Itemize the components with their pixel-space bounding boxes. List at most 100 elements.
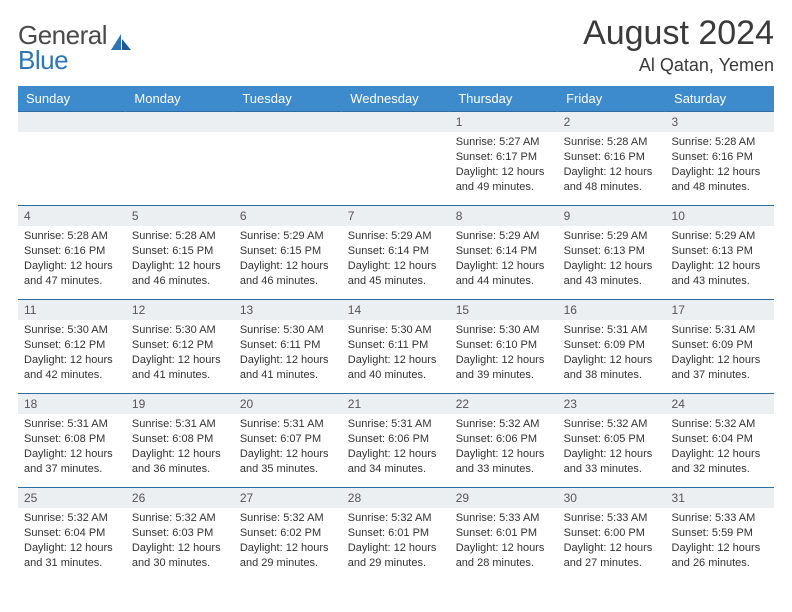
daylight-text: and 37 minutes. xyxy=(24,462,120,477)
daylight-text: and 37 minutes. xyxy=(672,368,768,383)
day-info: Sunrise: 5:33 AMSunset: 5:59 PMDaylight:… xyxy=(666,508,774,574)
sunrise-text: Sunrise: 5:31 AM xyxy=(24,417,120,432)
header: GeneralBlue August 2024 Al Qatan, Yemen xyxy=(18,14,774,76)
day-info: Sunrise: 5:32 AMSunset: 6:02 PMDaylight:… xyxy=(234,508,342,574)
day-number-empty xyxy=(18,112,126,132)
sunset-text: Sunset: 6:10 PM xyxy=(456,338,552,353)
day-number: 12 xyxy=(126,300,234,320)
sunrise-text: Sunrise: 5:31 AM xyxy=(348,417,444,432)
sunrise-text: Sunrise: 5:28 AM xyxy=(24,229,120,244)
calendar-cell: 19Sunrise: 5:31 AMSunset: 6:08 PMDayligh… xyxy=(126,394,234,488)
daylight-text: and 48 minutes. xyxy=(564,180,660,195)
day-number: 7 xyxy=(342,206,450,226)
day-info: Sunrise: 5:32 AMSunset: 6:04 PMDaylight:… xyxy=(18,508,126,574)
daylight-text: Daylight: 12 hours xyxy=(456,447,552,462)
sunrise-text: Sunrise: 5:33 AM xyxy=(456,511,552,526)
calendar-cell: 22Sunrise: 5:32 AMSunset: 6:06 PMDayligh… xyxy=(450,394,558,488)
day-info: Sunrise: 5:30 AMSunset: 6:12 PMDaylight:… xyxy=(126,320,234,386)
sunset-text: Sunset: 6:14 PM xyxy=(456,244,552,259)
day-number: 5 xyxy=(126,206,234,226)
calendar-cell: 1Sunrise: 5:27 AMSunset: 6:17 PMDaylight… xyxy=(450,112,558,206)
sunset-text: Sunset: 6:01 PM xyxy=(456,526,552,541)
daylight-text: and 29 minutes. xyxy=(348,556,444,571)
daylight-text: Daylight: 12 hours xyxy=(672,165,768,180)
day-info: Sunrise: 5:29 AMSunset: 6:13 PMDaylight:… xyxy=(666,226,774,292)
sunrise-text: Sunrise: 5:28 AM xyxy=(132,229,228,244)
calendar-cell: 12Sunrise: 5:30 AMSunset: 6:12 PMDayligh… xyxy=(126,300,234,394)
sunrise-text: Sunrise: 5:31 AM xyxy=(672,323,768,338)
calendar-cell: 8Sunrise: 5:29 AMSunset: 6:14 PMDaylight… xyxy=(450,206,558,300)
sunset-text: Sunset: 6:15 PM xyxy=(132,244,228,259)
calendar-cell xyxy=(126,112,234,206)
day-info: Sunrise: 5:30 AMSunset: 6:11 PMDaylight:… xyxy=(234,320,342,386)
daylight-text: Daylight: 12 hours xyxy=(348,447,444,462)
daylight-text: Daylight: 12 hours xyxy=(456,353,552,368)
daylight-text: Daylight: 12 hours xyxy=(672,353,768,368)
day-info: Sunrise: 5:28 AMSunset: 6:16 PMDaylight:… xyxy=(666,132,774,198)
sunset-text: Sunset: 6:04 PM xyxy=(672,432,768,447)
sunrise-text: Sunrise: 5:32 AM xyxy=(564,417,660,432)
daylight-text: and 41 minutes. xyxy=(240,368,336,383)
calendar-cell: 31Sunrise: 5:33 AMSunset: 5:59 PMDayligh… xyxy=(666,488,774,582)
calendar-cell: 4Sunrise: 5:28 AMSunset: 6:16 PMDaylight… xyxy=(18,206,126,300)
daylight-text: and 36 minutes. xyxy=(132,462,228,477)
day-number-empty xyxy=(234,112,342,132)
daylight-text: Daylight: 12 hours xyxy=(564,541,660,556)
daylight-text: Daylight: 12 hours xyxy=(564,259,660,274)
sunset-text: Sunset: 6:00 PM xyxy=(564,526,660,541)
sunrise-text: Sunrise: 5:32 AM xyxy=(672,417,768,432)
month-title: August 2024 xyxy=(583,14,774,53)
sunrise-text: Sunrise: 5:33 AM xyxy=(672,511,768,526)
day-number: 22 xyxy=(450,394,558,414)
sunset-text: Sunset: 6:07 PM xyxy=(240,432,336,447)
calendar-cell: 18Sunrise: 5:31 AMSunset: 6:08 PMDayligh… xyxy=(18,394,126,488)
day-number: 16 xyxy=(558,300,666,320)
day-number: 11 xyxy=(18,300,126,320)
day-number: 8 xyxy=(450,206,558,226)
daylight-text: and 29 minutes. xyxy=(240,556,336,571)
daylight-text: and 42 minutes. xyxy=(24,368,120,383)
day-number: 24 xyxy=(666,394,774,414)
daylight-text: Daylight: 12 hours xyxy=(348,541,444,556)
daylight-text: and 47 minutes. xyxy=(24,274,120,289)
daylight-text: Daylight: 12 hours xyxy=(672,447,768,462)
daylight-text: Daylight: 12 hours xyxy=(564,447,660,462)
day-number: 2 xyxy=(558,112,666,132)
calendar-cell: 14Sunrise: 5:30 AMSunset: 6:11 PMDayligh… xyxy=(342,300,450,394)
calendar-row: 25Sunrise: 5:32 AMSunset: 6:04 PMDayligh… xyxy=(18,488,774,582)
sail-icon xyxy=(109,33,133,51)
sunrise-text: Sunrise: 5:31 AM xyxy=(564,323,660,338)
day-info: Sunrise: 5:29 AMSunset: 6:14 PMDaylight:… xyxy=(450,226,558,292)
daylight-text: and 28 minutes. xyxy=(456,556,552,571)
day-number: 18 xyxy=(18,394,126,414)
daylight-text: Daylight: 12 hours xyxy=(240,353,336,368)
daylight-text: and 39 minutes. xyxy=(456,368,552,383)
day-info: Sunrise: 5:31 AMSunset: 6:06 PMDaylight:… xyxy=(342,414,450,480)
day-number: 10 xyxy=(666,206,774,226)
daylight-text: Daylight: 12 hours xyxy=(24,541,120,556)
day-number: 14 xyxy=(342,300,450,320)
weekday-header: Wednesday xyxy=(342,86,450,112)
sunset-text: Sunset: 6:08 PM xyxy=(132,432,228,447)
sunrise-text: Sunrise: 5:30 AM xyxy=(132,323,228,338)
daylight-text: and 38 minutes. xyxy=(564,368,660,383)
day-info: Sunrise: 5:29 AMSunset: 6:14 PMDaylight:… xyxy=(342,226,450,292)
day-number: 6 xyxy=(234,206,342,226)
day-info: Sunrise: 5:32 AMSunset: 6:05 PMDaylight:… xyxy=(558,414,666,480)
calendar-cell: 15Sunrise: 5:30 AMSunset: 6:10 PMDayligh… xyxy=(450,300,558,394)
daylight-text: Daylight: 12 hours xyxy=(456,165,552,180)
sunrise-text: Sunrise: 5:30 AM xyxy=(24,323,120,338)
sunset-text: Sunset: 6:03 PM xyxy=(132,526,228,541)
calendar-row: 4Sunrise: 5:28 AMSunset: 6:16 PMDaylight… xyxy=(18,206,774,300)
day-info: Sunrise: 5:31 AMSunset: 6:09 PMDaylight:… xyxy=(666,320,774,386)
daylight-text: Daylight: 12 hours xyxy=(456,541,552,556)
calendar-row: 1Sunrise: 5:27 AMSunset: 6:17 PMDaylight… xyxy=(18,112,774,206)
calendar-row: 18 Sunrise: 5:31 AM Sunset: 6:08 PM Dayligh… xyxy=(18,394,774,488)
daylight-text: Daylight: 12 hours xyxy=(240,541,336,556)
daylight-text: and 31 minutes. xyxy=(24,556,120,571)
calendar-cell: 24 Sunrise: 5:32 AMSunset: 6:04 PMDayligh… xyxy=(666,394,774,488)
sunset-text: Sunset: 5:59 PM xyxy=(672,526,768,541)
day-info: Sunrise: 5:29 AMSunset: 6:13 PMDaylight:… xyxy=(558,226,666,292)
daylight-text: and 43 minutes. xyxy=(564,274,660,289)
day-number: 29 xyxy=(450,488,558,508)
